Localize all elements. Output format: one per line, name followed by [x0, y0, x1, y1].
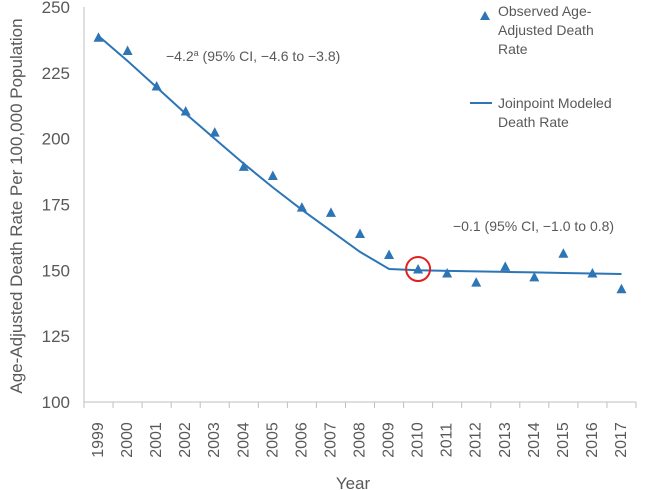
joinpoint-highlight-circle — [405, 256, 432, 283]
legend: Observed Age- Adjusted Death Rate Joinpoint… — [470, 3, 612, 130]
x-tick-label: 2003 — [206, 422, 223, 458]
data-point-observed — [180, 106, 191, 116]
x-tick-label: 2004 — [235, 422, 252, 458]
legend-label-observed: Observed Age- — [498, 3, 592, 19]
x-tick-label: 2008 — [352, 422, 369, 458]
x-tick-label: 2011 — [439, 423, 456, 458]
annotation-first-segment: −4.2a (95% CI, −4.6 to −3.8) — [166, 48, 340, 64]
x-tick-label: 1999 — [90, 422, 107, 458]
x-axis-title: Year — [336, 474, 371, 490]
x-tick-label: 2001 — [148, 422, 165, 458]
y-tick-label: 200 — [42, 130, 70, 149]
data-point-observed — [384, 249, 395, 260]
legend-marker-observed — [480, 11, 490, 20]
data-point-observed — [93, 32, 104, 42]
x-tick-label: 2016 — [584, 422, 601, 458]
data-point-observed — [325, 207, 336, 217]
x-tick-label: 2015 — [555, 422, 572, 458]
x-tick-label: 2000 — [119, 422, 136, 458]
y-tick-label: 100 — [42, 393, 70, 412]
data-point-observed — [471, 277, 482, 287]
data-point-observed — [355, 228, 365, 238]
data-point-observed — [413, 264, 424, 274]
x-tick-label: 2005 — [264, 422, 281, 458]
x-tick-label: 2009 — [381, 422, 398, 458]
data-point-observed — [238, 161, 249, 171]
x-tick-label: 2006 — [293, 422, 310, 458]
legend-label-observed: Rate — [498, 41, 528, 57]
plot-area — [93, 32, 627, 294]
y-tick-label: 150 — [42, 261, 70, 280]
data-point-observed — [267, 170, 278, 181]
data-point-observed — [122, 45, 133, 55]
series-line-joinpoint-modeled — [97, 35, 622, 275]
data-point-observed — [616, 283, 627, 294]
data-point-observed — [296, 202, 307, 212]
data-point-observed — [442, 267, 453, 278]
data-point-observed — [558, 248, 569, 258]
data-point-observed — [500, 261, 511, 271]
y-tick-label: 175 — [42, 196, 70, 215]
x-tick-label: 2007 — [322, 422, 339, 458]
data-point-observed — [529, 271, 540, 282]
annotation-second-segment: −0.1 (95% CI, −1.0 to 0.8) — [453, 218, 614, 234]
x-tick-label: 2012 — [468, 422, 485, 458]
axes — [83, 7, 637, 408]
legend-label-observed: Adjusted Death — [498, 22, 594, 38]
annotations: −4.2a (95% CI, −4.6 to −3.8) −0.1 (95% C… — [166, 48, 614, 234]
legend-label-joinpoint: Death Rate — [498, 114, 569, 130]
x-tick-labels: 1999 2000 2001 2002 2003 2004 2005 2006 2007 2008… — [90, 422, 630, 458]
x-tick-label: 2014 — [526, 422, 543, 458]
y-tick-labels: 100 125 150 175 200 225 250 — [42, 0, 70, 412]
y-tick-label: 250 — [42, 0, 70, 17]
data-point-observed — [209, 127, 220, 137]
y-tick-label: 225 — [42, 64, 70, 83]
x-tick-label: 2017 — [613, 422, 630, 458]
data-point-observed — [587, 267, 598, 278]
legend-label-joinpoint: Joinpoint Modeled — [498, 95, 612, 111]
x-tick-label: 2010 — [410, 422, 427, 458]
data-point-observed — [151, 81, 162, 91]
x-tick-label: 2002 — [177, 422, 194, 458]
y-axis-title: Age-Adjusted Death Rate Per 100,000 Popu… — [7, 18, 26, 393]
x-tick-label: 2013 — [497, 422, 514, 458]
y-tick-label: 125 — [42, 327, 70, 346]
